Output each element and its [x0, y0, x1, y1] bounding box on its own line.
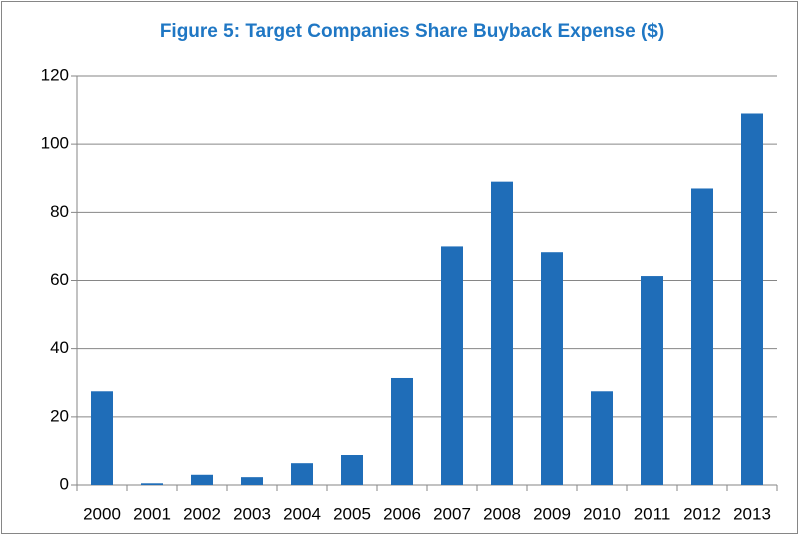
x-tick-label: 2003 — [233, 504, 271, 523]
x-tick-label: 2002 — [183, 504, 221, 523]
x-tick-label: 2012 — [683, 504, 721, 523]
bar — [391, 377, 413, 485]
x-tick-label: 2000 — [83, 504, 121, 523]
bar — [341, 455, 363, 485]
y-tick-label: 60 — [50, 270, 69, 289]
bar — [141, 483, 163, 485]
bar — [741, 113, 763, 485]
x-tick-label: 2004 — [283, 504, 321, 523]
x-tick-label: 2001 — [133, 504, 171, 523]
bar — [691, 188, 713, 485]
bar — [541, 252, 563, 485]
x-tick-label: 2013 — [733, 504, 771, 523]
bar — [191, 474, 213, 485]
bar — [91, 391, 113, 485]
bar — [241, 477, 263, 485]
x-tick-label: 2010 — [583, 504, 621, 523]
x-tick-label: 2005 — [333, 504, 371, 523]
bar — [291, 463, 313, 485]
x-tick-label: 2008 — [483, 504, 521, 523]
bar — [441, 246, 463, 485]
y-tick-label: 80 — [50, 202, 69, 221]
bar — [641, 276, 663, 485]
chart-title: Figure 5: Target Companies Share Buyback… — [160, 21, 664, 42]
x-tick-label: 2006 — [383, 504, 421, 523]
y-tick-label: 100 — [41, 134, 69, 153]
y-tick-label: 40 — [50, 338, 69, 357]
x-tick-label: 2007 — [433, 504, 471, 523]
y-tick-label: 0 — [60, 474, 69, 493]
y-tick-label: 20 — [50, 406, 69, 425]
x-tick-label: 2011 — [634, 504, 671, 523]
y-tick-label: 120 — [41, 65, 69, 84]
bar — [591, 391, 613, 485]
bar — [491, 181, 513, 486]
x-tick-label: 2009 — [533, 504, 571, 523]
